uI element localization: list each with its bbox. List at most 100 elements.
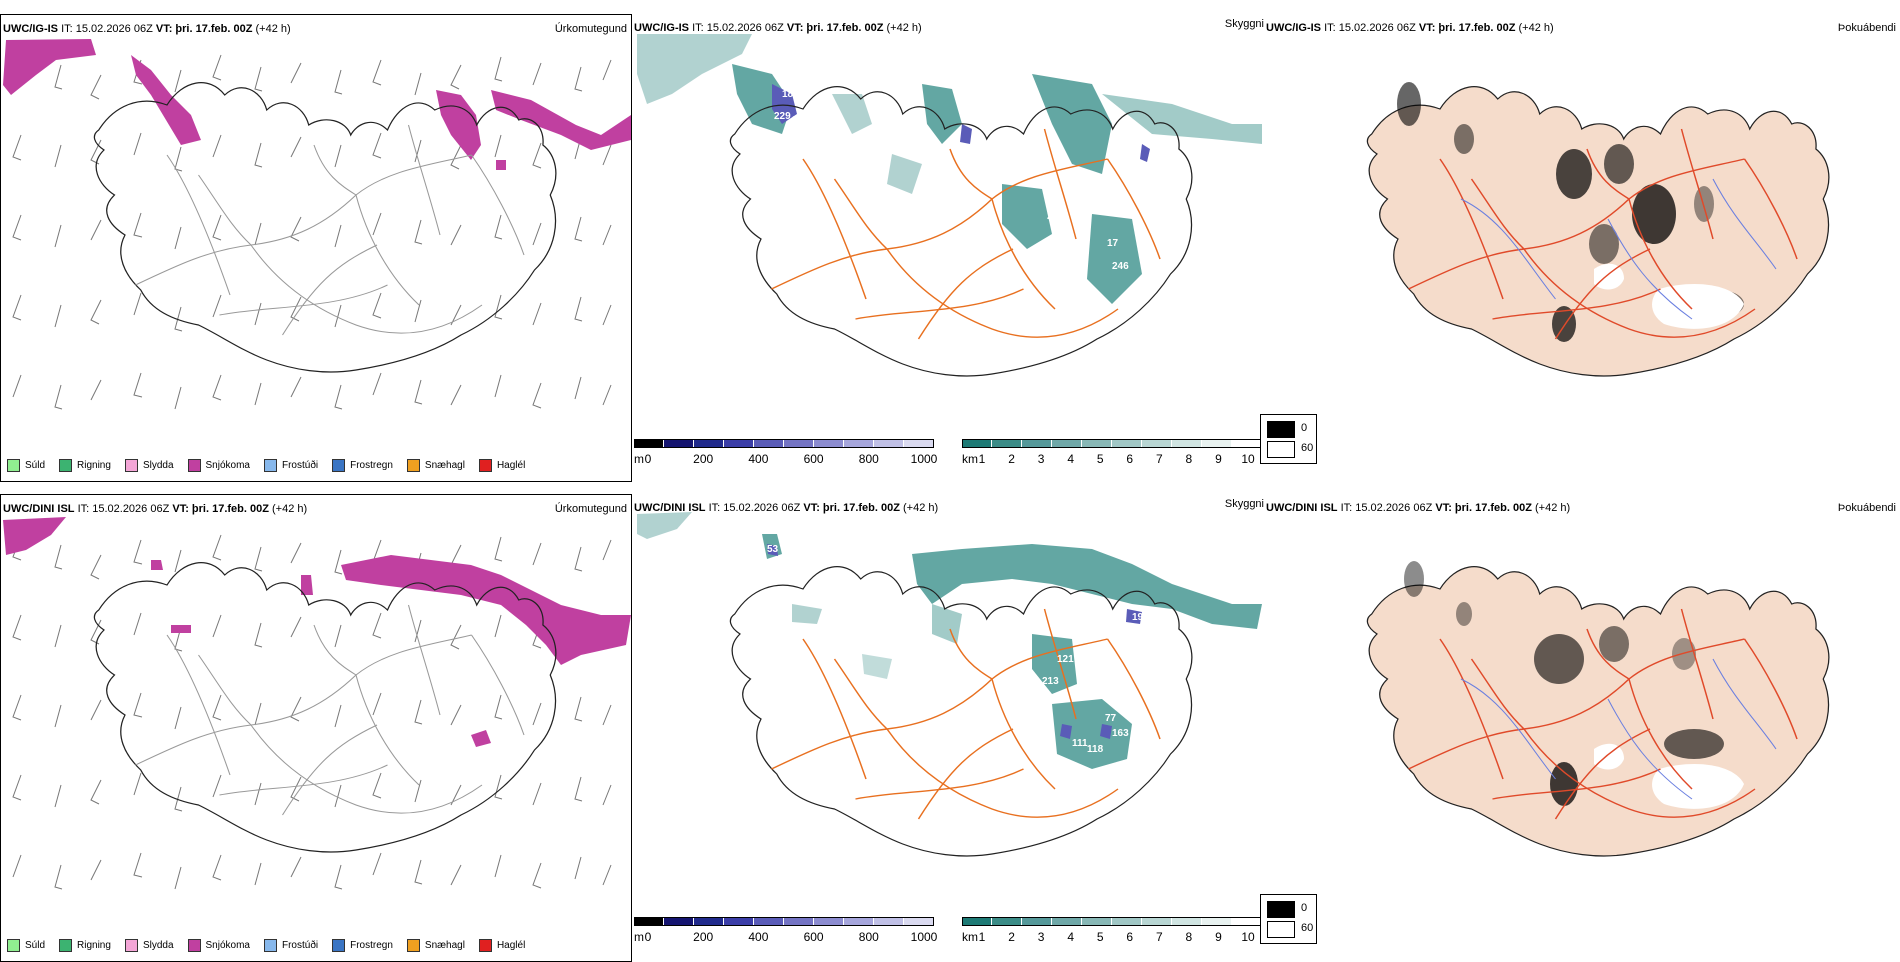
vis-label: 59 — [952, 144, 964, 155]
colorbar-segment — [844, 439, 874, 448]
colorbar-segment — [724, 917, 754, 926]
legend-item: Haglél — [478, 458, 525, 472]
colorbar-tick: 3 — [1037, 452, 1045, 466]
precip-type-panel-ig: UWC/IG-IS IT: 15.02.2026 06Z VT: þri. 17… — [0, 14, 632, 482]
colorbar-segment — [962, 917, 992, 926]
colorbar-tick: 1 — [978, 930, 986, 944]
vis-label: 439 — [1092, 618, 1109, 629]
legend-item: Frostúði — [263, 458, 318, 472]
legend-swatch — [59, 458, 73, 472]
vis-label: 189 — [782, 89, 799, 100]
colorbar-segment — [1142, 917, 1172, 926]
colorbar-segment — [754, 917, 784, 926]
panel-header: UWC/DINI ISL IT: 15.02.2026 06Z VT: þri.… — [3, 503, 308, 515]
visibility-panel-dini: 53 439 190 121 213 77 163 111 118 UWC/DI… — [632, 494, 1264, 962]
legend-swatch — [124, 458, 138, 472]
colorbar-segment — [1022, 439, 1052, 448]
vis-label: 163 — [1112, 728, 1129, 739]
colorbar-segment — [844, 917, 874, 926]
colorbar-tick: 5 — [1096, 452, 1104, 466]
colorbar-tick: 5 — [1096, 930, 1104, 944]
colorbar-segment — [1142, 439, 1172, 448]
colorbar-tick: 10 — [1241, 452, 1255, 466]
panel-title: Þokuábendi — [1837, 502, 1896, 514]
panel-header: UWC/IG-IS IT: 15.02.2026 06Z VT: þri. 17… — [1266, 22, 1554, 34]
vis-label: 213 — [1042, 676, 1059, 687]
colorbar-tick: 4 — [1067, 452, 1074, 466]
visibility-labels: 53 439 190 121 213 77 163 111 118 — [767, 544, 1149, 755]
fog-intensity — [1397, 82, 1744, 342]
colorbar-unit: m — [634, 452, 644, 466]
colorbar-frame — [634, 439, 934, 448]
colorbar-segment — [1052, 439, 1082, 448]
legend-item: Rigning — [59, 458, 111, 472]
colorbar-unit: m — [634, 930, 644, 944]
visibility-colorbar: km 1 2 3 4 5 6 7 8 9 10 — [962, 917, 1264, 947]
legend-item: Snjókoma — [187, 458, 250, 472]
colorbar-segment — [1172, 439, 1202, 448]
colorbar-segment — [784, 917, 814, 926]
colorbar-tick: 800 — [858, 452, 879, 466]
colorbar-unit: km — [962, 930, 978, 944]
colorbar-tick: 2 — [1008, 452, 1015, 466]
colorbar-segment — [874, 917, 904, 926]
colorbar-tick: 3 — [1037, 930, 1045, 944]
panel-header: UWC/DINI ISL IT: 15.02.2026 06Z VT: þri.… — [634, 502, 939, 514]
panel-header: UWC/IG-IS IT: 15.02.2026 06Z VT: þri. 17… — [3, 23, 291, 35]
panel-title: Skyggni — [1224, 498, 1264, 510]
legend-swatch — [187, 458, 201, 472]
colorbar-tick: 200 — [693, 452, 714, 466]
fog-intensity — [1404, 561, 1724, 806]
colorbar-tick: 6 — [1126, 452, 1134, 466]
snow-area — [3, 39, 631, 170]
colorbar-tick: 800 — [858, 930, 879, 944]
visibility-panel-ig: 189 229 356 59 276 17 246 UWC/IG-IS IT: … — [632, 14, 1264, 482]
colorbar-tick: 1000 — [910, 452, 938, 466]
fog-map — [1366, 561, 1830, 857]
low-visibility-areas — [637, 512, 1262, 769]
legend-swatch — [263, 458, 277, 472]
colorbar-segment — [664, 917, 694, 926]
vis-label: 111 — [1072, 738, 1088, 749]
colorbar-tick: 8 — [1185, 930, 1193, 944]
colorbar-tick: 9 — [1215, 452, 1222, 466]
colorbar-segment — [814, 439, 844, 448]
colorbar-tick: 600 — [803, 930, 824, 944]
colorbar-tick: 4 — [1067, 930, 1074, 944]
precip-legend: Súld Rigning Slydda Snjókoma Frostúði Fr… — [7, 937, 525, 953]
colorbar-tick: 400 — [748, 930, 769, 944]
fog-map — [1366, 82, 1830, 377]
colorbar-segment — [694, 439, 724, 448]
panel-title: Þokuábendi — [1837, 22, 1896, 34]
panel-header: UWC/DINI ISL IT: 15.02.2026 06Z VT: þri.… — [1266, 502, 1571, 514]
fog-legend-low: 60 — [1301, 922, 1314, 934]
colorbar-tick: 6 — [1126, 930, 1134, 944]
legend-swatch — [478, 458, 492, 472]
colorbar-segment — [634, 439, 664, 448]
legend-item: Súld — [7, 458, 45, 472]
legend-item: Rigning — [59, 938, 111, 952]
legend-swatch — [406, 458, 420, 472]
colorbar-frame — [962, 917, 1262, 926]
legend-item: Slydda — [124, 458, 174, 472]
panel-title: Úrkomutegund — [554, 503, 627, 515]
colorbar-segment — [784, 439, 814, 448]
colorbar-segment — [724, 439, 754, 448]
snow-area — [3, 517, 631, 747]
colorbar-segment — [1082, 917, 1112, 926]
panel-header: UWC/IG-IS IT: 15.02.2026 06Z VT: þri. 17… — [634, 22, 922, 34]
colorbar-tick: 0 — [644, 930, 652, 944]
colorbar-segment — [992, 917, 1022, 926]
colorbar-tick: 10 — [1241, 930, 1255, 944]
fog-legend-high-swatch — [1267, 421, 1295, 438]
ceiling-colorbar: m 0 200 400 600 800 1000 — [634, 917, 937, 947]
precip-type-map — [3, 517, 631, 890]
colorbar-segment — [1112, 917, 1142, 926]
colorbar-tick: 600 — [803, 452, 824, 466]
colorbar-segment — [664, 439, 694, 448]
fog-legend: 0 60 — [1260, 414, 1317, 464]
low-visibility-areas — [637, 34, 1262, 304]
colorbar-tick: 7 — [1155, 930, 1163, 944]
colorbar-tick: 0 — [644, 452, 652, 466]
visibility-map: 189 229 356 59 276 17 246 — [637, 34, 1262, 377]
